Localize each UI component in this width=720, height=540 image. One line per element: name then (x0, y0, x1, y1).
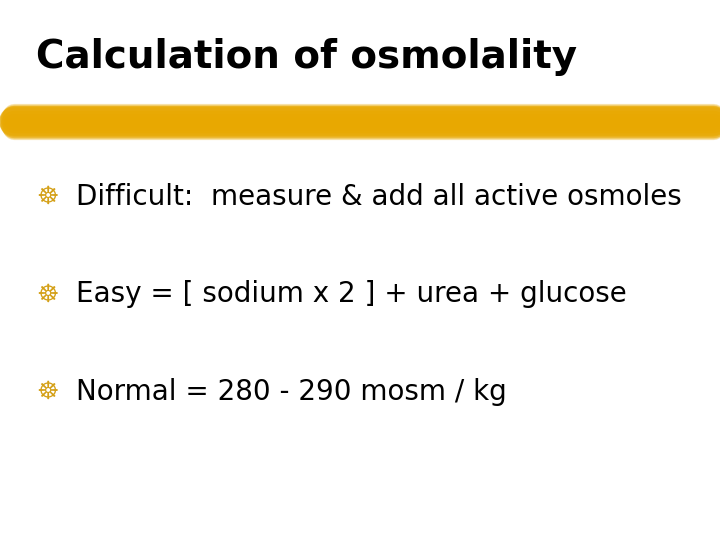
Text: Normal = 280 - 290 mosm / kg: Normal = 280 - 290 mosm / kg (76, 377, 506, 406)
Text: ☸: ☸ (36, 282, 58, 306)
Text: Difficult:  measure & add all active osmoles: Difficult: measure & add all active osmo… (76, 183, 681, 211)
Text: Easy = [ sodium x 2 ] + urea + glucose: Easy = [ sodium x 2 ] + urea + glucose (76, 280, 626, 308)
Text: ☸: ☸ (36, 185, 58, 209)
Text: ☸: ☸ (36, 380, 58, 403)
Text: Calculation of osmolality: Calculation of osmolality (36, 38, 577, 76)
